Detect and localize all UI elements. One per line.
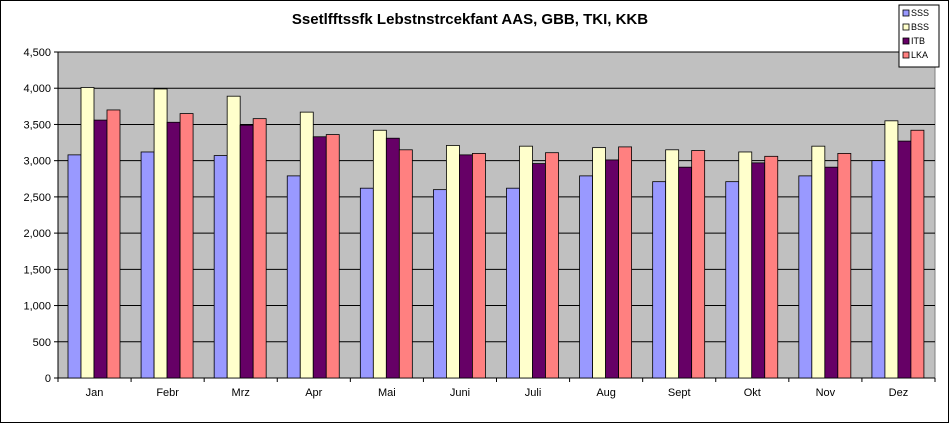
bar-sss-juli bbox=[506, 187, 520, 379]
plot-background bbox=[57, 51, 936, 379]
bar-lka-aug bbox=[618, 146, 632, 379]
x-tick-label: Okt bbox=[744, 387, 761, 399]
x-tick-label: Dez bbox=[889, 387, 909, 399]
legend-label-bss: BSS bbox=[911, 22, 929, 32]
bar-itb-mai bbox=[385, 137, 400, 379]
bar-lka-mai bbox=[398, 149, 413, 379]
y-tick-label: 3,500 bbox=[23, 119, 51, 131]
bar-bss-apr bbox=[299, 111, 314, 379]
x-tick-label: Aug bbox=[596, 387, 616, 399]
bar-itb-juni bbox=[459, 154, 473, 379]
y-tick-label: 4,000 bbox=[23, 83, 51, 95]
bar-lka-juli bbox=[545, 152, 559, 379]
bar-bss-aug bbox=[592, 147, 606, 379]
bar-lka-juni bbox=[472, 153, 486, 379]
bar-lka-febr bbox=[179, 113, 194, 379]
legend-label-itb: ITB bbox=[911, 36, 925, 46]
bar-itb-aug bbox=[605, 159, 619, 379]
bar-lka-nov bbox=[837, 153, 852, 379]
bar-lka-sept bbox=[691, 150, 706, 379]
y-tick-label: 1,500 bbox=[23, 264, 51, 276]
x-tick-label: Mrz bbox=[232, 387, 250, 399]
bar-sss-juni bbox=[433, 189, 447, 379]
x-tick-label: Febr bbox=[156, 387, 179, 399]
legend-label-sss: SSS bbox=[911, 8, 929, 18]
y-tick-label: 2,000 bbox=[23, 228, 51, 240]
bar-sss-febr bbox=[140, 151, 155, 379]
legend-swatch-sss bbox=[902, 9, 910, 17]
bar-sss-nov bbox=[798, 175, 813, 379]
bar-lka-dez bbox=[910, 129, 925, 379]
x-tick-label: Apr bbox=[305, 387, 322, 399]
bar-sss-jan bbox=[67, 154, 82, 379]
bar-bss-nov bbox=[811, 145, 826, 379]
bar-itb-dez bbox=[897, 140, 912, 379]
bar-itb-jan bbox=[93, 119, 108, 379]
bar-sss-mrz bbox=[213, 155, 228, 379]
bar-lka-jan bbox=[106, 109, 121, 379]
bar-sss-okt bbox=[725, 181, 740, 379]
bar-itb-okt bbox=[751, 162, 766, 379]
y-tick-label: 2,500 bbox=[23, 192, 51, 204]
y-tick-label: 3,000 bbox=[23, 156, 51, 168]
legend-swatch-lka bbox=[902, 51, 910, 59]
bar-bss-juni bbox=[446, 145, 460, 379]
bar-bss-mai bbox=[372, 129, 387, 379]
bar-itb-febr bbox=[166, 121, 181, 379]
bars bbox=[67, 87, 925, 379]
bar-bss-jan bbox=[80, 87, 95, 379]
bar-itb-sept bbox=[678, 166, 693, 379]
bar-bss-dez bbox=[884, 120, 899, 379]
x-tick-label: Juli bbox=[525, 387, 542, 399]
legend-label-lka: LKA bbox=[911, 50, 928, 60]
x-axis-ticks: Jan Febr Mrz Apr Mai Juni Juli Aug Sept Okt Nov Dez bbox=[57, 378, 936, 399]
bar-lka-apr bbox=[325, 134, 340, 379]
bar-itb-mrz bbox=[239, 124, 254, 379]
y-tick-label: 0 bbox=[45, 373, 51, 385]
bar-bss-juli bbox=[519, 145, 533, 379]
legend: SSS BSS ITB LKA bbox=[898, 4, 940, 68]
x-tick-label: Sept bbox=[668, 387, 691, 399]
bar-sss-mai bbox=[359, 187, 374, 379]
bar-itb-nov bbox=[824, 166, 839, 379]
bar-itb-juli bbox=[532, 163, 546, 379]
y-tick-label: 4,500 bbox=[23, 47, 51, 59]
legend-swatch-bss bbox=[902, 23, 910, 31]
bar-sss-apr bbox=[286, 175, 301, 379]
x-tick-label: Nov bbox=[816, 387, 836, 399]
chart-title: Ssetlfftssfk Lebstnstrcekfant AAS, GBB, … bbox=[292, 11, 648, 28]
bar-bss-okt bbox=[738, 151, 753, 379]
plot-area bbox=[57, 51, 936, 379]
y-tick-label: 500 bbox=[33, 337, 51, 349]
y-axis-ticks: 0 500 1,000 1,500 2,000 2,500 3,000 3,500 4,000 4… bbox=[23, 47, 58, 385]
bar-bss-mrz bbox=[226, 95, 241, 379]
bar-sss-aug bbox=[579, 175, 593, 379]
bar-bss-febr bbox=[153, 88, 168, 379]
x-tick-label: Juni bbox=[450, 387, 470, 399]
bar-itb-apr bbox=[312, 136, 327, 379]
legend-swatch-itb bbox=[902, 37, 910, 45]
bar-sss-sept bbox=[652, 181, 667, 379]
x-tick-label: Jan bbox=[86, 387, 104, 399]
x-tick-label: Mai bbox=[378, 387, 396, 399]
bar-sss-dez bbox=[871, 160, 886, 379]
bar-lka-okt bbox=[764, 155, 779, 379]
bar-bss-sept bbox=[665, 149, 680, 379]
bar-lka-mrz bbox=[252, 118, 267, 379]
y-tick-label: 1,000 bbox=[23, 301, 51, 313]
